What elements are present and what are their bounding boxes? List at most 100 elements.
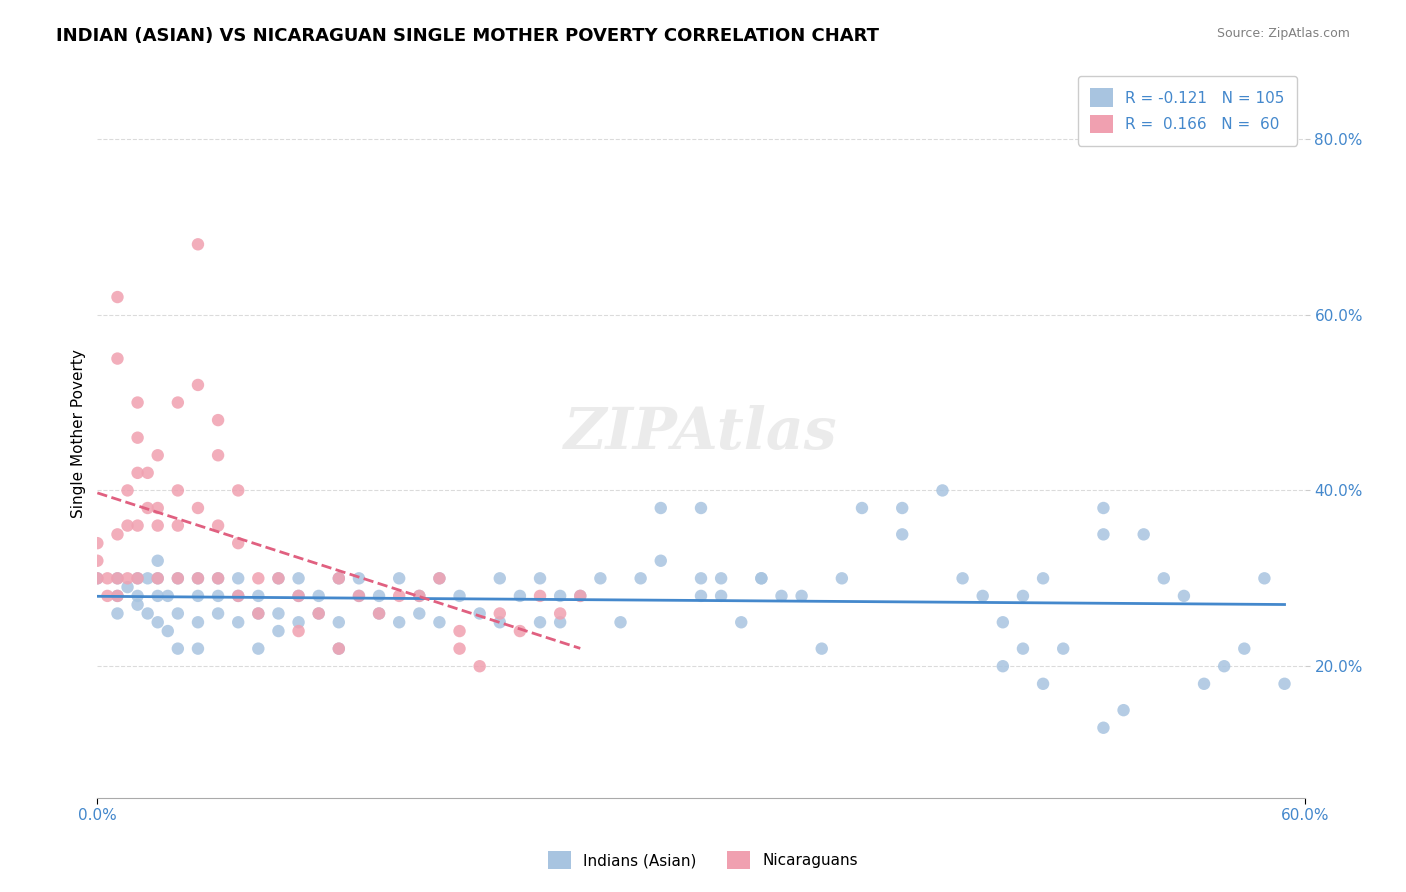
Text: Source: ZipAtlas.com: Source: ZipAtlas.com: [1216, 27, 1350, 40]
Point: [408, 607, 430, 621]
Point: [328, 641, 350, 656]
Point: [690, 571, 713, 585]
Point: [247, 607, 270, 621]
Point: [851, 501, 873, 516]
Point: [107, 571, 129, 585]
Point: [156, 624, 179, 638]
Point: [226, 483, 249, 498]
Point: [488, 615, 510, 630]
Point: [207, 518, 229, 533]
Point: [187, 378, 209, 392]
Point: [96, 589, 118, 603]
Point: [1213, 659, 1236, 673]
Point: [117, 580, 139, 594]
Point: [226, 571, 249, 585]
Point: [468, 659, 491, 673]
Point: [226, 615, 249, 630]
Point: [287, 615, 309, 630]
Point: [650, 501, 672, 516]
Point: [146, 571, 169, 585]
Point: [347, 589, 370, 603]
Point: [308, 607, 330, 621]
Point: [1153, 571, 1175, 585]
Point: [267, 607, 290, 621]
Point: [166, 483, 188, 498]
Point: [146, 615, 169, 630]
Point: [751, 571, 773, 585]
Point: [287, 624, 309, 638]
Point: [166, 641, 188, 656]
Point: [690, 501, 713, 516]
Point: [972, 589, 994, 603]
Point: [287, 571, 309, 585]
Point: [1092, 527, 1115, 541]
Point: [347, 571, 370, 585]
Point: [548, 615, 571, 630]
Point: [991, 659, 1014, 673]
Point: [328, 641, 350, 656]
Point: [1274, 677, 1296, 691]
Point: [226, 589, 249, 603]
Point: [308, 607, 330, 621]
Point: [509, 589, 531, 603]
Point: [146, 571, 169, 585]
Point: [690, 589, 713, 603]
Point: [117, 571, 139, 585]
Point: [247, 571, 270, 585]
Point: [127, 395, 149, 409]
Point: [107, 527, 129, 541]
Point: [1173, 589, 1195, 603]
Point: [891, 501, 914, 516]
Point: [388, 615, 411, 630]
Point: [187, 501, 209, 516]
Point: [952, 571, 974, 585]
Point: [488, 607, 510, 621]
Point: [247, 589, 270, 603]
Point: [347, 589, 370, 603]
Point: [1032, 677, 1054, 691]
Point: [136, 607, 159, 621]
Point: [107, 607, 129, 621]
Point: [226, 536, 249, 550]
Point: [408, 589, 430, 603]
Point: [529, 571, 551, 585]
Point: [226, 589, 249, 603]
Point: [308, 589, 330, 603]
Point: [146, 501, 169, 516]
Point: [569, 589, 592, 603]
Point: [388, 571, 411, 585]
Point: [187, 589, 209, 603]
Point: [509, 624, 531, 638]
Point: [146, 518, 169, 533]
Point: [1012, 589, 1035, 603]
Point: [810, 641, 832, 656]
Point: [730, 615, 752, 630]
Point: [328, 615, 350, 630]
Point: [166, 518, 188, 533]
Point: [388, 589, 411, 603]
Point: [187, 571, 209, 585]
Point: [429, 615, 451, 630]
Point: [368, 607, 391, 621]
Point: [1253, 571, 1275, 585]
Point: [166, 571, 188, 585]
Point: [609, 615, 631, 630]
Text: INDIAN (ASIAN) VS NICARAGUAN SINGLE MOTHER POVERTY CORRELATION CHART: INDIAN (ASIAN) VS NICARAGUAN SINGLE MOTH…: [56, 27, 879, 45]
Point: [790, 589, 813, 603]
Point: [1012, 641, 1035, 656]
Point: [449, 589, 471, 603]
Point: [187, 615, 209, 630]
Point: [751, 571, 773, 585]
Point: [166, 607, 188, 621]
Point: [107, 589, 129, 603]
Point: [107, 290, 129, 304]
Point: [710, 589, 733, 603]
Point: [127, 598, 149, 612]
Point: [1132, 527, 1154, 541]
Legend: R = -0.121   N = 105, R =  0.166   N =  60: R = -0.121 N = 105, R = 0.166 N = 60: [1078, 76, 1296, 145]
Point: [247, 607, 270, 621]
Point: [207, 571, 229, 585]
Point: [368, 607, 391, 621]
Point: [207, 571, 229, 585]
Point: [166, 395, 188, 409]
